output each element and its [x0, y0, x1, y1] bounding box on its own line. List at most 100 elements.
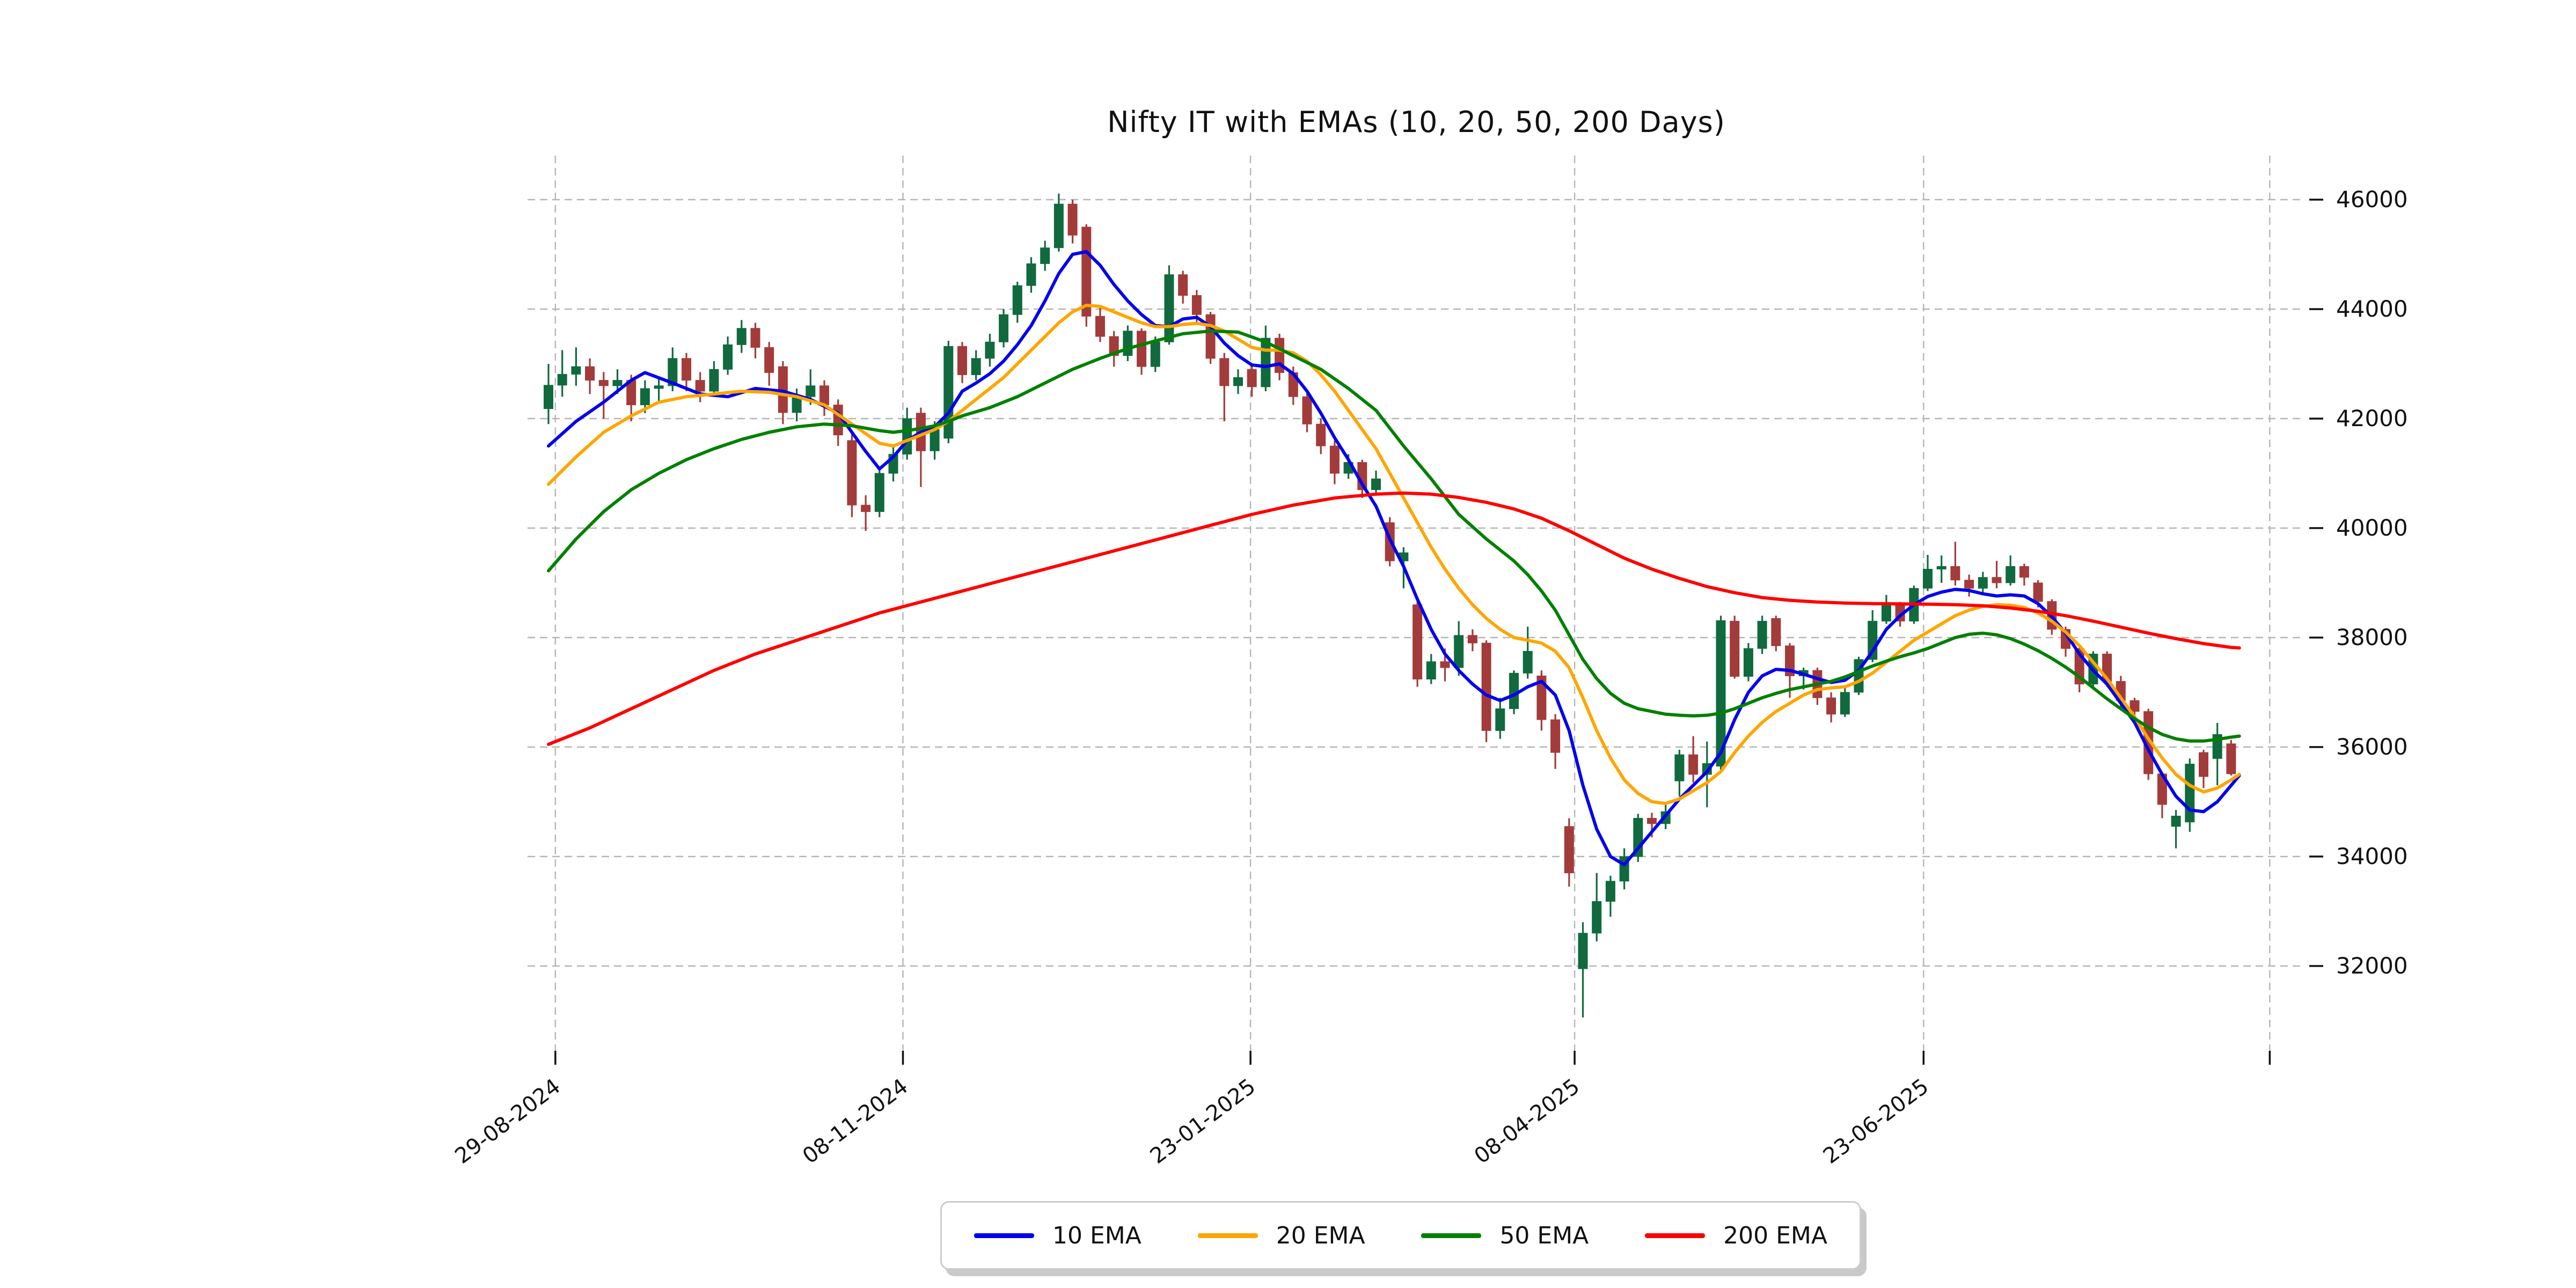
candle-body-down — [1302, 396, 1312, 425]
x-tick-label: 08-04-2025 — [1470, 1074, 1584, 1169]
candle-body-up — [985, 341, 995, 359]
candle-body-up — [544, 385, 553, 409]
candle-body-up — [1592, 901, 1602, 934]
candle-body-down — [682, 358, 691, 381]
y-tick-label: 38000 — [2336, 624, 2408, 650]
candle-body-up — [1233, 377, 1243, 386]
legend-label-20ema: 20 EMA — [1276, 1221, 1365, 1249]
candle-body-up — [1426, 661, 1436, 680]
candle-body-up — [902, 418, 912, 455]
candle-body-down — [1329, 445, 1340, 474]
candle-body-up — [1454, 635, 1464, 668]
candle-body-down — [1205, 314, 1216, 359]
y-tick-label: 46000 — [2336, 186, 2408, 213]
ema-line-200-ema — [547, 491, 2241, 746]
candle-body-up — [874, 473, 884, 512]
candle-body-down — [1247, 369, 1257, 387]
chart-title: Nifty IT with EMAs (10, 20, 50, 200 Days… — [1107, 105, 1725, 139]
candle-body-down — [1826, 697, 1836, 715]
candle-body-down — [1647, 818, 1657, 824]
candle-body-down — [861, 504, 871, 512]
candle-body-up — [668, 358, 678, 386]
candle-body-up — [1757, 620, 1767, 649]
candle-body-up — [1495, 708, 1505, 731]
candle-body-up — [1040, 247, 1050, 264]
legend-label-50ema: 50 EMA — [1499, 1221, 1589, 1249]
candle-body-down — [2199, 752, 2208, 777]
candle-body-down — [2226, 743, 2236, 774]
candle-body-down — [598, 380, 609, 386]
legend-item-200ema: 200 EMA — [1645, 1222, 1827, 1249]
y-tick-label: 32000 — [2336, 953, 2408, 979]
ema-line-10-ema — [547, 250, 2241, 867]
y-tick-label: 40000 — [2336, 515, 2408, 541]
candle-body-down — [2033, 582, 2043, 602]
candle-body-down — [1413, 604, 1423, 680]
candle-body-up — [1026, 263, 1036, 286]
candle-body-down — [1564, 826, 1574, 874]
candle-body-down — [1964, 580, 1974, 589]
candle-body-down — [1067, 203, 1078, 236]
candle-body-up — [1261, 338, 1271, 387]
candle-body-down — [1316, 423, 1326, 447]
candle-body-down — [1536, 675, 1547, 720]
candle-body-down — [1440, 661, 1450, 668]
candle-body-up — [1674, 754, 1685, 781]
legend-label-10ema: 10 EMA — [1052, 1221, 1141, 1249]
candle-body-up — [1053, 203, 1064, 248]
candle-body-down — [750, 328, 760, 348]
candle-body-down — [2019, 566, 2029, 578]
candle-body-up — [1123, 331, 1133, 356]
candle-body-up — [1150, 341, 1160, 367]
candle-body-up — [1881, 604, 1891, 621]
candle-body-down — [1688, 754, 1699, 775]
legend: 10 EMA 20 EMA 50 EMA 200 EMA — [940, 1201, 1861, 1270]
candle-body-up — [709, 369, 719, 392]
candle-body-up — [1012, 285, 1022, 315]
x-tick-label: 29-08-2024 — [451, 1074, 565, 1169]
candle-body-up — [654, 385, 664, 389]
candle-body-up — [2185, 764, 2195, 823]
candle-body-down — [1095, 316, 1105, 337]
candle-body-down — [764, 347, 774, 373]
candle-body-up — [557, 374, 567, 386]
legend-line-sample-50ema — [1421, 1233, 1482, 1238]
candle-body-up — [2171, 816, 2181, 827]
legend-label-200ema: 200 EMA — [1723, 1221, 1827, 1249]
candle-body-down — [819, 385, 829, 405]
candle-body-down — [1992, 577, 2002, 583]
candle-body-up — [640, 388, 650, 406]
legend-line-sample-20ema — [1197, 1233, 1258, 1238]
candle-body-up — [1371, 478, 1381, 491]
candle-body-down — [585, 366, 595, 381]
candle-body-up — [999, 314, 1009, 342]
legend-item-20ema: 20 EMA — [1197, 1221, 1365, 1249]
candle-body-up — [723, 344, 733, 370]
candle-body-up — [1716, 620, 1726, 767]
candle-body-up — [1936, 566, 1946, 570]
legend-item-10ema: 10 EMA — [974, 1222, 1141, 1249]
candle-body-up — [1605, 881, 1615, 902]
candle-body-up — [612, 380, 623, 386]
candle-body-down — [1137, 331, 1147, 367]
y-tick-label: 36000 — [2336, 734, 2408, 760]
x-tick-label: 08-11-2024 — [798, 1074, 912, 1169]
candle-body-up — [1523, 651, 1533, 674]
x-tick-label: 23-01-2025 — [1146, 1074, 1260, 1169]
y-tick-label: 34000 — [2336, 843, 2408, 869]
candle-body-down — [1950, 566, 1960, 581]
candle-body-up — [736, 328, 747, 345]
candle-body-down — [1081, 226, 1092, 317]
candle-body-down — [1178, 274, 1188, 296]
legend-line-sample-200ema — [1645, 1233, 1706, 1238]
candle-body-up — [971, 358, 981, 375]
x-tick-label: 23-06-2025 — [1819, 1074, 1933, 1169]
candle-body-down — [1191, 295, 1202, 315]
candle-body-down — [1771, 618, 1781, 646]
candle-body-down — [1467, 635, 1477, 643]
ema-line-50-ema — [547, 329, 2241, 743]
candle-body-up — [1509, 672, 1519, 709]
candle-body-down — [1730, 620, 1740, 677]
